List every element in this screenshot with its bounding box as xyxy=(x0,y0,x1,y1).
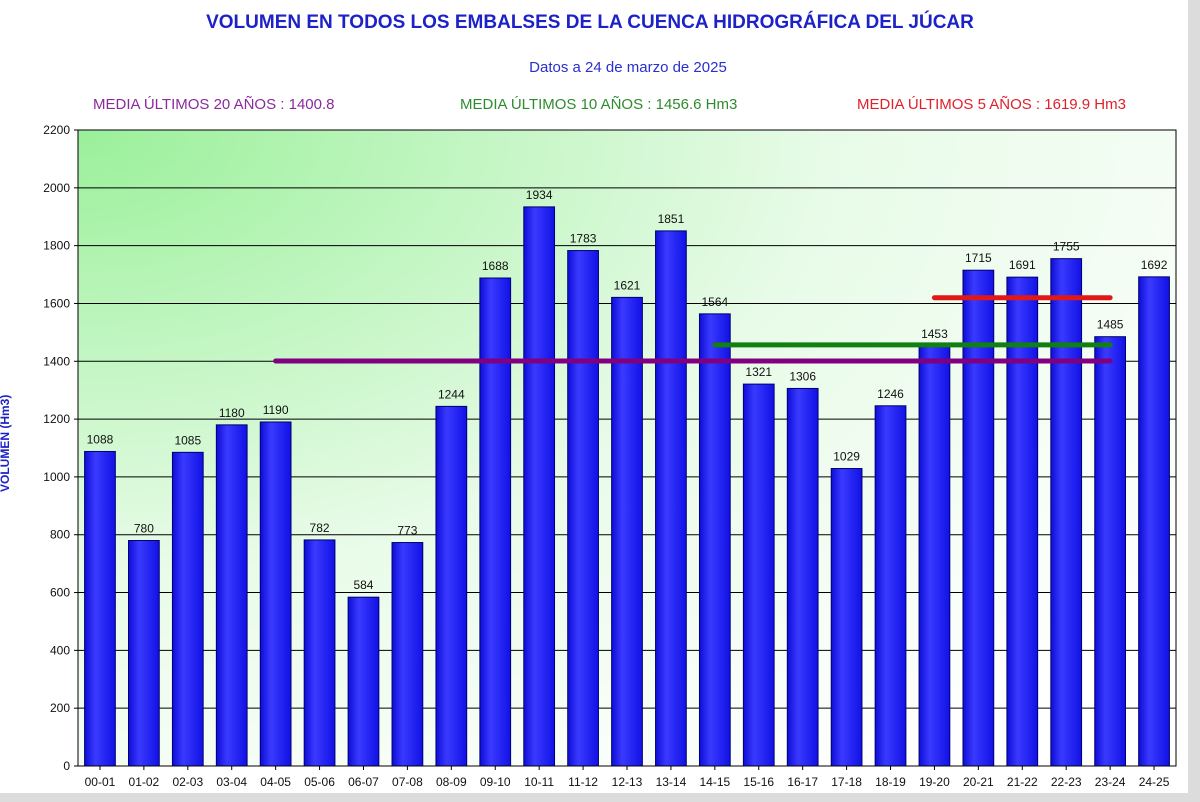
y-tick-label: 800 xyxy=(50,528,70,542)
average-20-years-label: MEDIA ÚLTIMOS 20 AÑOS : 1400.8 xyxy=(93,96,335,113)
bar-value-label: 1246 xyxy=(877,387,904,401)
x-tick-label: 19-20 xyxy=(919,775,950,789)
y-tick-label: 1400 xyxy=(43,354,70,368)
bar-02-03 xyxy=(171,451,204,767)
x-tick-label: 07-08 xyxy=(392,775,423,789)
bar-value-label: 1564 xyxy=(701,295,728,309)
bar-19-20 xyxy=(918,345,951,767)
bar-00-01 xyxy=(84,450,116,767)
y-tick-label: 400 xyxy=(50,643,70,657)
bar-08-09 xyxy=(435,405,468,767)
x-tick-label: 10-11 xyxy=(524,775,554,789)
bar-value-label: 1688 xyxy=(482,259,509,273)
x-tick-label: 23-24 xyxy=(1095,775,1126,789)
window-edge-right xyxy=(1188,0,1200,802)
bar-20-21 xyxy=(962,269,995,767)
x-tick-label: 14-15 xyxy=(699,775,730,789)
bar-value-label: 780 xyxy=(134,522,154,536)
y-tick-label: 2000 xyxy=(43,181,70,195)
bar-value-label: 1691 xyxy=(1009,258,1036,272)
bar-value-label: 1306 xyxy=(789,369,816,383)
x-tick-label: 24-25 xyxy=(1139,775,1170,789)
bar-value-label: 1692 xyxy=(1141,258,1168,272)
bar-value-label: 782 xyxy=(310,521,330,535)
bar-value-label: 1453 xyxy=(921,327,948,341)
x-tick-label: 18-19 xyxy=(875,775,906,789)
x-tick-label: 09-10 xyxy=(480,775,511,789)
x-tick-label: 01-02 xyxy=(129,775,160,789)
average-5-years-label: MEDIA ÚLTIMOS 5 AÑOS : 1619.9 Hm3 xyxy=(857,96,1126,113)
y-tick-label: 200 xyxy=(50,701,70,715)
bar-10-11 xyxy=(523,206,556,767)
bar-01-02 xyxy=(128,540,160,767)
x-tick-label: 20-21 xyxy=(963,775,994,789)
x-tick-label: 05-06 xyxy=(304,775,335,789)
bar-value-label: 1715 xyxy=(965,251,992,265)
bar-value-label: 1085 xyxy=(174,433,201,447)
y-tick-label: 1000 xyxy=(43,470,70,484)
bar-value-label: 1485 xyxy=(1097,318,1124,332)
bar-21-22 xyxy=(1006,276,1039,767)
bar-05-06 xyxy=(303,539,336,767)
bar-23-24 xyxy=(1094,336,1126,767)
bar-value-label: 1783 xyxy=(570,232,597,246)
bar-14-15 xyxy=(698,313,731,767)
bar-15-16 xyxy=(742,383,775,767)
bar-chart: 0 200 400 600 800 1000 1200 1400 1600 1800 2000 220… xyxy=(43,123,1177,789)
x-tick-label: 00-01 xyxy=(85,775,116,789)
y-tick-label: 1800 xyxy=(43,239,70,253)
x-tick-label: 08-09 xyxy=(436,775,467,789)
bar-07-08 xyxy=(391,542,424,767)
bar-18-19 xyxy=(874,405,907,767)
x-tick-label: 17-18 xyxy=(831,775,862,789)
bar-value-label: 1088 xyxy=(87,432,114,446)
bar-value-label: 1934 xyxy=(526,188,553,202)
bar-03-04 xyxy=(215,424,248,767)
bar-value-label: 1244 xyxy=(438,387,465,401)
x-tick-label: 12-13 xyxy=(612,775,643,789)
x-tick-label: 13-14 xyxy=(656,775,687,789)
bar-value-label: 1851 xyxy=(658,212,685,226)
y-tick-label: 0 xyxy=(63,759,70,773)
bar-13-14 xyxy=(655,230,687,767)
bar-value-label: 1321 xyxy=(745,365,772,379)
y-tick-label: 1200 xyxy=(43,412,70,426)
bar-11-12 xyxy=(567,250,599,767)
bar-04-05 xyxy=(259,421,292,767)
y-tick-label: 1600 xyxy=(43,296,70,310)
bar-24-25 xyxy=(1138,276,1170,767)
x-tick-label: 21-22 xyxy=(1007,775,1038,789)
bar-value-label: 1029 xyxy=(833,450,860,464)
bar-value-label: 1755 xyxy=(1053,240,1080,254)
average-10-years-label: MEDIA ÚLTIMOS 10 AÑOS : 1456.6 Hm3 xyxy=(460,96,738,113)
bar-value-label: 773 xyxy=(397,524,417,538)
chart-title: VOLUMEN EN TODOS LOS EMBALSES DE LA CUEN… xyxy=(206,12,974,33)
bar-17-18 xyxy=(830,468,863,767)
bar-value-label: 1180 xyxy=(219,406,245,420)
bar-value-label: 1621 xyxy=(614,278,641,292)
bar-value-label: 584 xyxy=(353,578,373,592)
bar-06-07 xyxy=(347,596,380,767)
x-tick-label: 11-12 xyxy=(568,775,598,789)
window-edge-bottom xyxy=(0,793,1188,802)
bar-22-23 xyxy=(1050,258,1083,767)
x-tick-label: 22-23 xyxy=(1051,775,1082,789)
x-tick-label: 06-07 xyxy=(348,775,379,789)
bar-09-10 xyxy=(479,277,512,767)
x-tick-label: 15-16 xyxy=(743,775,774,789)
bar-12-13 xyxy=(611,296,643,767)
x-tick-label: 04-05 xyxy=(260,775,291,789)
x-tick-label: 02-03 xyxy=(172,775,203,789)
bar-16-17 xyxy=(786,387,819,767)
bar-value-label: 1190 xyxy=(263,403,289,417)
y-tick-label: 2200 xyxy=(43,123,70,137)
plot-frame xyxy=(77,129,1177,767)
x-tick-label: 16-17 xyxy=(787,775,818,789)
chart-subtitle: Datos a 24 de marzo de 2025 xyxy=(529,59,727,76)
x-tick-label: 03-04 xyxy=(216,775,247,789)
y-tick-label: 600 xyxy=(50,586,70,600)
